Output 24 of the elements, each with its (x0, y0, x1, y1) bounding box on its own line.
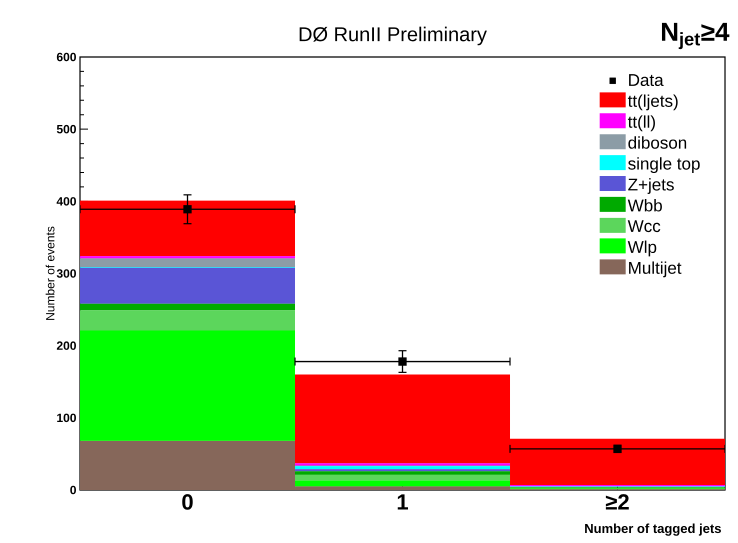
legend-label: Wlp (628, 240, 656, 256)
chart-title: DØ RunII Preliminary (300, 26, 487, 46)
legend-label: Data (629, 74, 664, 86)
legend-label: Z+jets (628, 178, 674, 194)
y-tick-label: 0 (70, 486, 76, 494)
legend-label: Wbb (628, 199, 662, 212)
legend-label: Multijet (629, 261, 682, 278)
y-tick-label: 600 (56, 52, 76, 62)
legend-label: single top (628, 157, 700, 174)
x-tick-label: 1 (398, 494, 408, 510)
x-tick-label: ≥2 (606, 494, 629, 510)
y-tick-label: 200 (56, 341, 76, 350)
y-tick-label: 100 (57, 414, 76, 422)
x-tick-label: 0 (182, 494, 193, 510)
y-tick-label: 300 (56, 269, 76, 278)
text: N$_{jet}$≥4 (662, 22, 730, 50)
x-axis-title: Number of tagged jets (585, 524, 721, 536)
y-tick-label: 500 (56, 124, 76, 134)
legend-label: tt(ljets) (628, 94, 678, 110)
legend-label: Wcc (628, 220, 660, 232)
legend-label: tt(ll) (628, 115, 655, 132)
legend-label: diboson (628, 136, 686, 149)
y-axis-title: Number of events (46, 226, 54, 320)
y-tick-label: 400 (56, 197, 76, 206)
